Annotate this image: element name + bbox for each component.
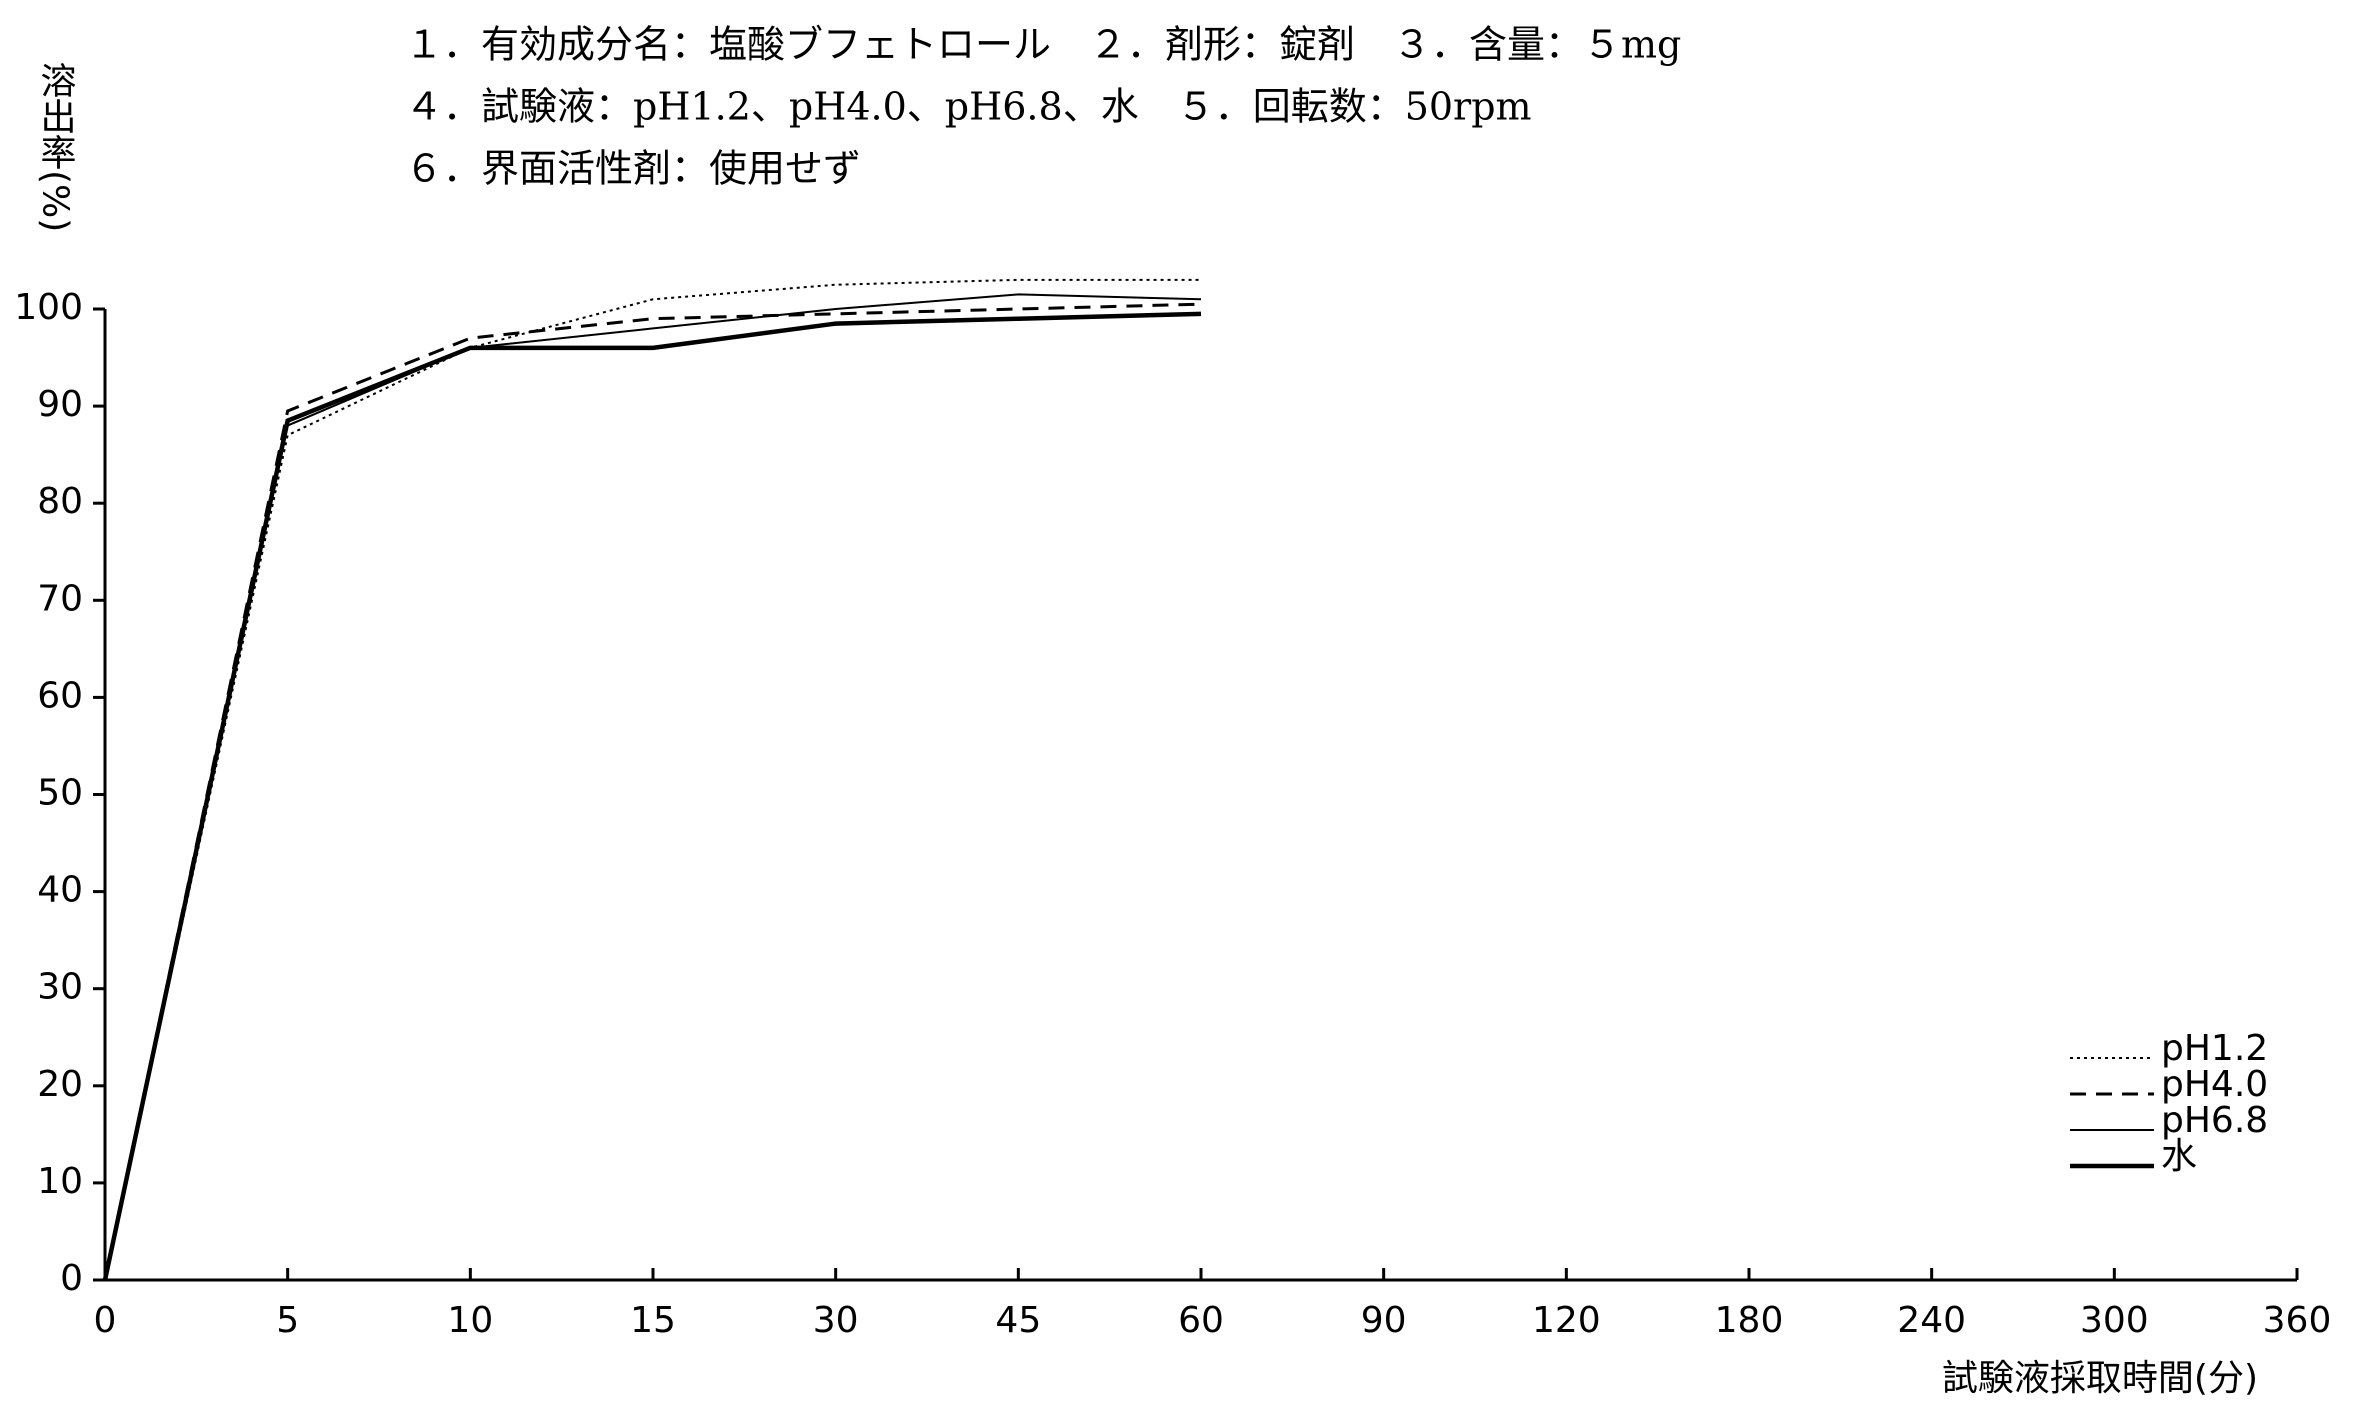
x-axis-label: 試験液採取時間(分) xyxy=(1942,1358,2258,1399)
y-axis-label: 溶出率(%) xyxy=(35,62,76,233)
legend-label: pH1.2 xyxy=(2161,1028,2268,1069)
x-tick-label: 30 xyxy=(813,1300,859,1341)
series-line xyxy=(103,302,1202,1281)
y-tick-label: 30 xyxy=(37,967,83,1008)
x-tick-label: 180 xyxy=(1715,1300,1784,1341)
y-tick-label: 50 xyxy=(37,773,83,814)
x-tick-label: 240 xyxy=(1897,1300,1966,1341)
y-tick-label: 70 xyxy=(37,578,83,619)
x-tick-label: 5 xyxy=(276,1300,299,1341)
y-tick-label: 80 xyxy=(37,481,83,522)
x-tick-label: 90 xyxy=(1361,1300,1407,1341)
series-line xyxy=(104,293,1202,1281)
x-tick-label: 300 xyxy=(2080,1300,2149,1341)
y-tick-label: 20 xyxy=(37,1064,83,1105)
legend-label: 水 xyxy=(2161,1136,2197,1177)
title-line: １．有効成分名：塩酸ブフェトロール ２．剤形：錠剤 ３．含量：５mg xyxy=(405,23,1681,67)
y-tick-label: 60 xyxy=(37,675,83,716)
x-tick-label: 60 xyxy=(1178,1300,1224,1341)
x-tick-label: 360 xyxy=(2263,1300,2332,1341)
x-tick-label: 0 xyxy=(94,1300,117,1341)
series-line xyxy=(104,278,1201,1281)
x-tick-label: 15 xyxy=(630,1300,676,1341)
y-tick-label: 100 xyxy=(14,287,83,328)
title-line: ６．界面活性剤：使用せず xyxy=(405,147,861,191)
legend-label: pH4.0 xyxy=(2161,1064,2268,1105)
series-line xyxy=(102,311,1202,1281)
x-tick-label: 10 xyxy=(447,1300,493,1341)
x-tick-label: 45 xyxy=(995,1300,1041,1341)
y-tick-label: 0 xyxy=(60,1258,83,1299)
y-tick-label: 90 xyxy=(37,384,83,425)
title-line: ４．試験液：pH1.2、pH4.0、pH6.8、水 ５．回転数：50rpm xyxy=(405,85,1532,129)
y-tick-label: 10 xyxy=(37,1161,83,1202)
x-tick-label: 120 xyxy=(1532,1300,1601,1341)
y-tick-label: 40 xyxy=(37,870,83,911)
legend-label: pH6.8 xyxy=(2161,1100,2268,1141)
